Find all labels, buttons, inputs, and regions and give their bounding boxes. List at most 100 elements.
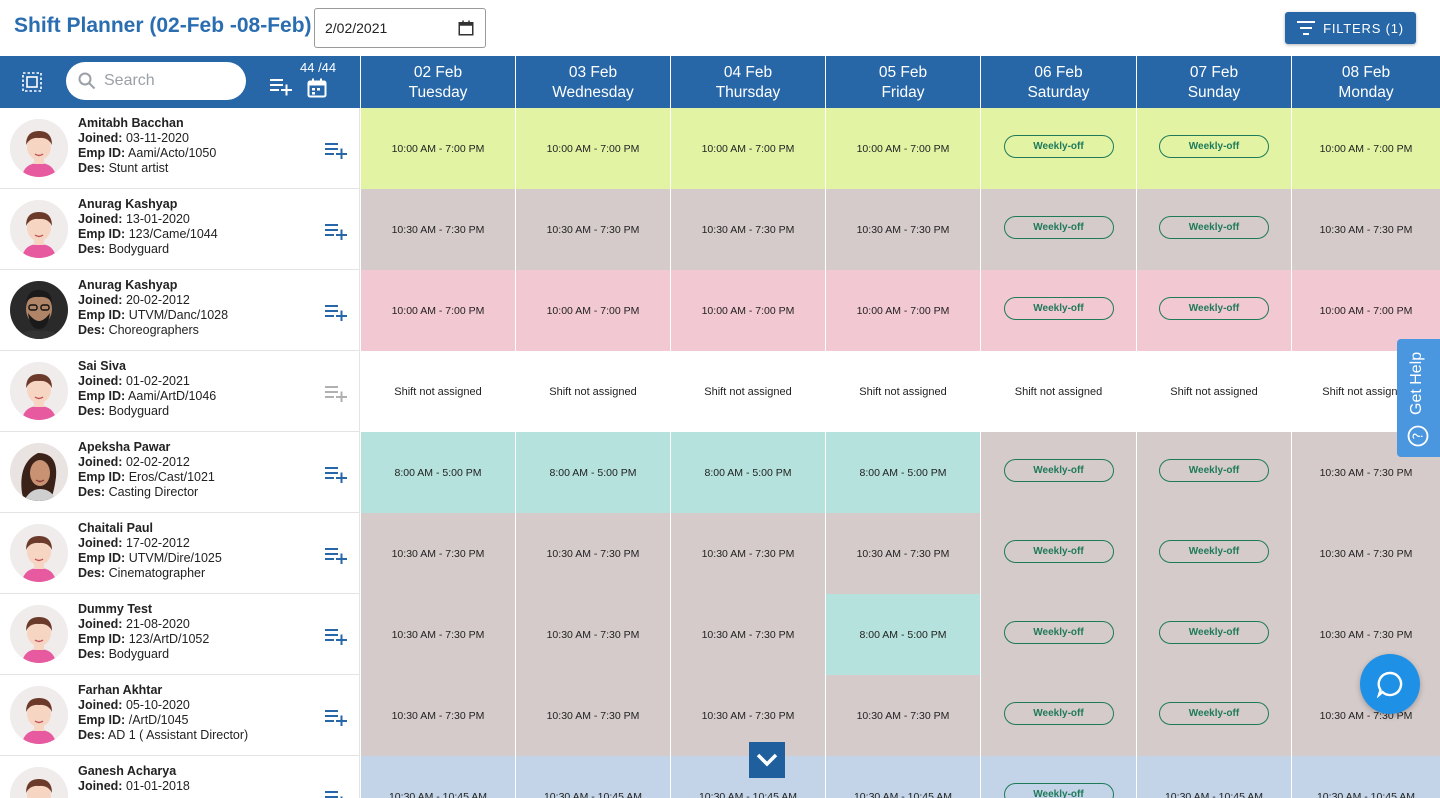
- shift-cell[interactable]: 10:30 AM - 7:30 PM: [515, 675, 670, 756]
- shift-cell[interactable]: Shift not assigned: [980, 351, 1136, 432]
- shift-cell[interactable]: Shift not assigned: [825, 351, 980, 432]
- shift-cell[interactable]: 10:30 AM - 10:45 AM: [670, 756, 825, 798]
- weekly-off-badge[interactable]: Weekly-off: [1003, 783, 1114, 798]
- shift-cell[interactable]: 10:30 AM - 10:45 AM: [825, 756, 980, 798]
- scroll-down-button[interactable]: [749, 742, 785, 778]
- shift-cell[interactable]: 10:00 AM - 7:00 PM: [670, 270, 825, 351]
- shift-cell[interactable]: 10:30 AM - 7:30 PM: [1291, 513, 1440, 594]
- weekly-off-badge[interactable]: Weekly-off: [1003, 135, 1114, 158]
- shift-cell[interactable]: Weekly-off: [980, 432, 1136, 513]
- shift-cell[interactable]: Weekly-off: [980, 189, 1136, 270]
- weekly-off-badge[interactable]: Weekly-off: [1003, 297, 1114, 320]
- shift-cell[interactable]: 10:30 AM - 7:30 PM: [670, 189, 825, 270]
- shift-cell[interactable]: Weekly-off: [1136, 432, 1291, 513]
- shift-cell[interactable]: 10:30 AM - 7:30 PM: [515, 189, 670, 270]
- day-header: 07 Feb Sunday: [1136, 56, 1291, 108]
- weekly-off-badge[interactable]: Weekly-off: [1159, 135, 1269, 158]
- shift-cell[interactable]: 10:30 AM - 7:30 PM: [360, 675, 515, 756]
- weekly-off-badge[interactable]: Weekly-off: [1159, 459, 1269, 482]
- shift-cell[interactable]: Shift not assigned: [670, 351, 825, 432]
- select-all-icon[interactable]: [22, 72, 42, 92]
- weekly-off-badge[interactable]: Weekly-off: [1003, 621, 1114, 644]
- shift-cell[interactable]: Shift not assigned: [1136, 351, 1291, 432]
- add-shift-icon[interactable]: [325, 467, 347, 483]
- shift-cell[interactable]: 10:30 AM - 7:30 PM: [825, 675, 980, 756]
- playlist-add-icon[interactable]: [270, 78, 292, 96]
- search-box[interactable]: [66, 62, 246, 100]
- add-shift-icon[interactable]: [325, 548, 347, 564]
- shift-cell[interactable]: Weekly-off: [980, 756, 1136, 798]
- shift-cell[interactable]: 10:30 AM - 7:30 PM: [360, 594, 515, 675]
- weekly-off-badge[interactable]: Weekly-off: [1159, 540, 1269, 563]
- shift-cell[interactable]: 10:30 AM - 10:45 AM: [1291, 756, 1440, 798]
- shift-cell[interactable]: 10:00 AM - 7:00 PM: [515, 270, 670, 351]
- add-shift-icon[interactable]: [325, 386, 347, 402]
- shift-cell[interactable]: Weekly-off: [980, 108, 1136, 189]
- shift-cell[interactable]: Weekly-off: [1136, 270, 1291, 351]
- shift-cell[interactable]: 10:30 AM - 7:30 PM: [670, 675, 825, 756]
- date-value[interactable]: 2/02/2021: [325, 20, 388, 36]
- shift-cell[interactable]: 10:30 AM - 7:30 PM: [1291, 594, 1440, 675]
- shift-cell[interactable]: 10:00 AM - 7:00 PM: [670, 108, 825, 189]
- shift-cell[interactable]: 10:00 AM - 7:00 PM: [515, 108, 670, 189]
- weekly-off-badge[interactable]: Weekly-off: [1159, 621, 1269, 644]
- weekly-off-badge[interactable]: Weekly-off: [1159, 702, 1269, 725]
- shift-cell[interactable]: 10:00 AM - 7:00 PM: [825, 108, 980, 189]
- shift-cell[interactable]: Weekly-off: [1136, 189, 1291, 270]
- filters-button[interactable]: FILTERS (1): [1285, 12, 1416, 44]
- day-header: 05 Feb Friday: [825, 56, 980, 108]
- shift-cell[interactable]: 10:30 AM - 7:30 PM: [670, 594, 825, 675]
- weekly-off-badge[interactable]: Weekly-off: [1003, 459, 1114, 482]
- shift-cell[interactable]: 10:30 AM - 7:30 PM: [515, 513, 670, 594]
- add-shift-icon[interactable]: [325, 143, 347, 159]
- shift-cell[interactable]: Weekly-off: [980, 675, 1136, 756]
- shift-cell[interactable]: Shift not assigned: [360, 351, 515, 432]
- shift-cell[interactable]: 10:30 AM - 7:30 PM: [360, 513, 515, 594]
- shift-cell[interactable]: Weekly-off: [1136, 108, 1291, 189]
- weekly-off-badge[interactable]: Weekly-off: [1003, 216, 1114, 239]
- add-shift-icon[interactable]: [325, 305, 347, 321]
- shift-cell[interactable]: 8:00 AM - 5:00 PM: [670, 432, 825, 513]
- shift-cell[interactable]: 10:30 AM - 7:30 PM: [825, 513, 980, 594]
- calendar-icon[interactable]: [307, 78, 327, 98]
- shift-cell[interactable]: 10:00 AM - 7:00 PM: [825, 270, 980, 351]
- search-input[interactable]: [104, 72, 234, 90]
- weekly-off-badge[interactable]: Weekly-off: [1159, 216, 1269, 239]
- shift-cell[interactable]: 10:00 AM - 7:00 PM: [1291, 270, 1440, 351]
- shift-cell[interactable]: 10:30 AM - 7:30 PM: [670, 513, 825, 594]
- shift-cell[interactable]: Weekly-off: [1136, 594, 1291, 675]
- shift-cell[interactable]: 10:00 AM - 7:00 PM: [1291, 108, 1440, 189]
- day-header: 04 Feb Thursday: [670, 56, 825, 108]
- shift-cell[interactable]: Weekly-off: [980, 270, 1136, 351]
- shift-cell[interactable]: 10:30 AM - 10:45 AM: [515, 756, 670, 798]
- shift-cell[interactable]: Weekly-off: [980, 513, 1136, 594]
- emp-id-value: 123/Came/1044: [128, 227, 218, 241]
- shift-cell[interactable]: Weekly-off: [1136, 513, 1291, 594]
- shift-cell[interactable]: 8:00 AM - 5:00 PM: [360, 432, 515, 513]
- get-help-tab[interactable]: Get Help ?: [1397, 339, 1440, 457]
- weekly-off-badge[interactable]: Weekly-off: [1003, 702, 1114, 725]
- shift-cell[interactable]: 10:30 AM - 7:30 PM: [1291, 189, 1440, 270]
- shift-cell[interactable]: 10:30 AM - 10:45 AM: [1136, 756, 1291, 798]
- add-shift-icon[interactable]: [325, 710, 347, 726]
- shift-cell[interactable]: 8:00 AM - 5:00 PM: [515, 432, 670, 513]
- add-shift-icon[interactable]: [325, 224, 347, 240]
- date-picker-input[interactable]: 2/02/2021: [314, 8, 486, 48]
- shift-cell[interactable]: Weekly-off: [980, 594, 1136, 675]
- shift-cell[interactable]: Weekly-off: [1136, 675, 1291, 756]
- weekly-off-badge[interactable]: Weekly-off: [1003, 540, 1114, 563]
- shift-cell[interactable]: Shift not assigned: [515, 351, 670, 432]
- shift-cell[interactable]: 8:00 AM - 5:00 PM: [825, 594, 980, 675]
- add-shift-icon[interactable]: [325, 629, 347, 645]
- shift-cell[interactable]: 10:30 AM - 7:30 PM: [360, 189, 515, 270]
- shift-cell[interactable]: 10:00 AM - 7:00 PM: [360, 108, 515, 189]
- add-shift-icon[interactable]: [325, 791, 347, 798]
- shift-cell[interactable]: 10:30 AM - 10:45 AM: [360, 756, 515, 798]
- shift-cell[interactable]: 10:30 AM - 7:30 PM: [515, 594, 670, 675]
- shift-cell[interactable]: 10:30 AM - 7:30 PM: [825, 189, 980, 270]
- shift-cell[interactable]: 8:00 AM - 5:00 PM: [825, 432, 980, 513]
- weekly-off-badge[interactable]: Weekly-off: [1159, 297, 1269, 320]
- calendar-icon[interactable]: [457, 19, 475, 37]
- shift-cell[interactable]: 10:00 AM - 7:00 PM: [360, 270, 515, 351]
- chat-support-button[interactable]: [1360, 654, 1420, 714]
